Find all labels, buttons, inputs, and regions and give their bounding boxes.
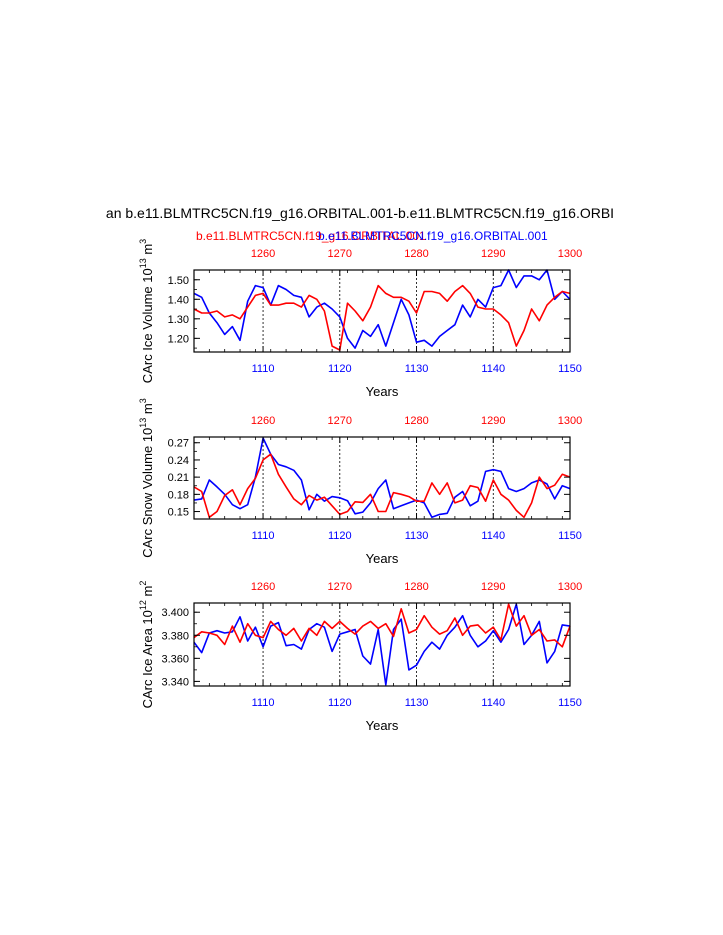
x-tick-label-bottom: 1120 xyxy=(328,697,352,709)
x-tick-label-top: 1270 xyxy=(328,581,352,593)
plot-frame xyxy=(193,436,571,520)
y-tick-label: 3.400 xyxy=(161,607,189,619)
x-tick-label-top: 1280 xyxy=(404,248,428,260)
y-axis-label: CArc Ice Area 1012 m2 xyxy=(138,581,155,709)
x-axis-label: Years xyxy=(366,551,399,566)
x-tick-label-top: 1270 xyxy=(328,415,352,427)
x-tick-label-bottom: 1150 xyxy=(558,697,582,709)
x-tick-label-bottom: 1150 xyxy=(558,363,582,375)
x-tick-label-top: 1260 xyxy=(251,248,275,260)
plot-frame xyxy=(193,602,571,687)
chart-title: an b.e11.BLMTRC5CN.f19_g16.ORBITAL.001-b… xyxy=(106,205,614,221)
x-tick-label-bottom: 1110 xyxy=(252,530,275,542)
x-tick-label-top: 1260 xyxy=(251,415,275,427)
chart-panel-snow-volume: 0.15 0.18 0.21 0.24 0.27 1110 1120 1130 1140 1150… xyxy=(138,398,582,566)
chart-panel-ice-volume: 1.20 1.30 1.40 1.50 1110 1120 1130 1140 1150 1260… xyxy=(138,239,582,399)
chart-panels: 1.20 1.30 1.40 1.50 1110 1120 1130 1140 1150 1260… xyxy=(138,239,582,733)
x-tick-label-bottom: 1130 xyxy=(405,363,429,375)
series-line-red xyxy=(193,284,571,351)
y-tick-label: 1.20 xyxy=(168,333,189,345)
x-tick-label-top: 1260 xyxy=(251,581,275,593)
x-tick-label-bottom: 1130 xyxy=(405,530,429,542)
y-tick-label: 3.360 xyxy=(161,653,189,665)
y-tick-label: 1.30 xyxy=(168,314,189,326)
series-line-blue xyxy=(193,603,571,686)
x-tick-label-top: 1300 xyxy=(558,415,582,427)
y-tick-label: 0.24 xyxy=(168,455,189,467)
legend-blue-label: b.e11.BLMTRC5CN.f19_g16.ORBITAL.001 xyxy=(318,229,548,243)
series-line-red xyxy=(193,453,571,519)
series-line-blue xyxy=(193,437,571,519)
x-tick-label-bottom: 1140 xyxy=(481,363,505,375)
x-tick-label-bottom: 1150 xyxy=(558,530,582,542)
y-tick-label: 0.15 xyxy=(168,507,189,519)
x-tick-label-bottom: 1120 xyxy=(328,530,352,542)
x-tick-label-bottom: 1130 xyxy=(405,697,429,709)
x-tick-label-top: 1270 xyxy=(328,248,352,260)
y-tick-label: 3.340 xyxy=(161,676,189,688)
y-axis-label: CArc Snow Volume 1013 m3 xyxy=(138,398,155,558)
y-tick-label: 0.27 xyxy=(168,438,189,450)
y-tick-label: 3.380 xyxy=(161,630,189,642)
x-tick-label-top: 1290 xyxy=(481,581,505,593)
plot-frame xyxy=(193,269,571,353)
x-tick-label-top: 1280 xyxy=(404,415,428,427)
x-tick-label-bottom: 1140 xyxy=(481,697,505,709)
x-axis-label: Years xyxy=(366,718,399,733)
chart-panel-ice-area: 3.340 3.360 3.380 3.400 1110 1120 1130 1140 1150… xyxy=(138,581,582,733)
x-axis-label: Years xyxy=(366,384,399,399)
x-tick-label-top: 1280 xyxy=(404,581,428,593)
x-tick-label-bottom: 1120 xyxy=(328,363,352,375)
y-tick-label: 1.50 xyxy=(168,275,189,287)
x-tick-label-bottom: 1110 xyxy=(252,697,275,709)
x-tick-label-top: 1300 xyxy=(558,581,582,593)
series-line-red xyxy=(193,603,571,648)
y-tick-label: 0.21 xyxy=(168,472,189,484)
series-line-blue xyxy=(193,269,571,349)
x-tick-label-bottom: 1140 xyxy=(481,530,505,542)
y-tick-label: 0.18 xyxy=(168,489,189,501)
x-tick-label-bottom: 1110 xyxy=(252,363,275,375)
x-tick-label-top: 1290 xyxy=(481,415,505,427)
y-axis-label: CArc Ice Volume 1013 m3 xyxy=(138,239,155,383)
y-tick-label: 1.40 xyxy=(168,294,189,306)
x-tick-label-top: 1300 xyxy=(558,248,582,260)
x-tick-label-top: 1290 xyxy=(481,248,505,260)
legend-red-label: b.e11.BLMTRC5CN.f19_g16.ORBITAL.001 xyxy=(196,229,426,243)
